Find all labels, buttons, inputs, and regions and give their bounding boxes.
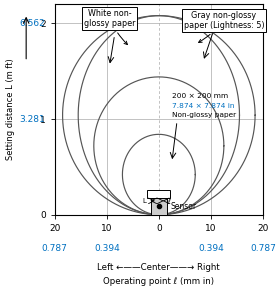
Text: Non-glossy paper: Non-glossy paper [172, 112, 236, 118]
Text: Left ←——Center——→ Right: Left ←——Center——→ Right [97, 263, 220, 272]
FancyBboxPatch shape [147, 190, 170, 199]
Text: 6.562: 6.562 [20, 19, 45, 28]
Text: Gray non-glossy
paper (Lightness: 5): Gray non-glossy paper (Lightness: 5) [184, 11, 264, 42]
Text: $\ell$: $\ell$ [167, 196, 172, 206]
Text: Setting distance L (m ft): Setting distance L (m ft) [6, 59, 15, 160]
Text: 7.874 × 7.874 in: 7.874 × 7.874 in [172, 103, 234, 109]
Text: 3.281: 3.281 [20, 114, 45, 124]
Text: 0.787: 0.787 [250, 244, 276, 253]
FancyBboxPatch shape [151, 199, 167, 215]
Text: 0.394: 0.394 [198, 244, 224, 253]
Text: 0.787: 0.787 [42, 244, 68, 253]
Text: Sensor: Sensor [170, 202, 196, 211]
Text: 200 × 200 mm: 200 × 200 mm [172, 93, 228, 99]
Text: L: L [142, 198, 146, 204]
Text: Operating point ℓ (mm in): Operating point ℓ (mm in) [103, 277, 214, 286]
Text: White non-
glossy paper: White non- glossy paper [84, 9, 135, 45]
Text: 0.394: 0.394 [94, 244, 120, 253]
